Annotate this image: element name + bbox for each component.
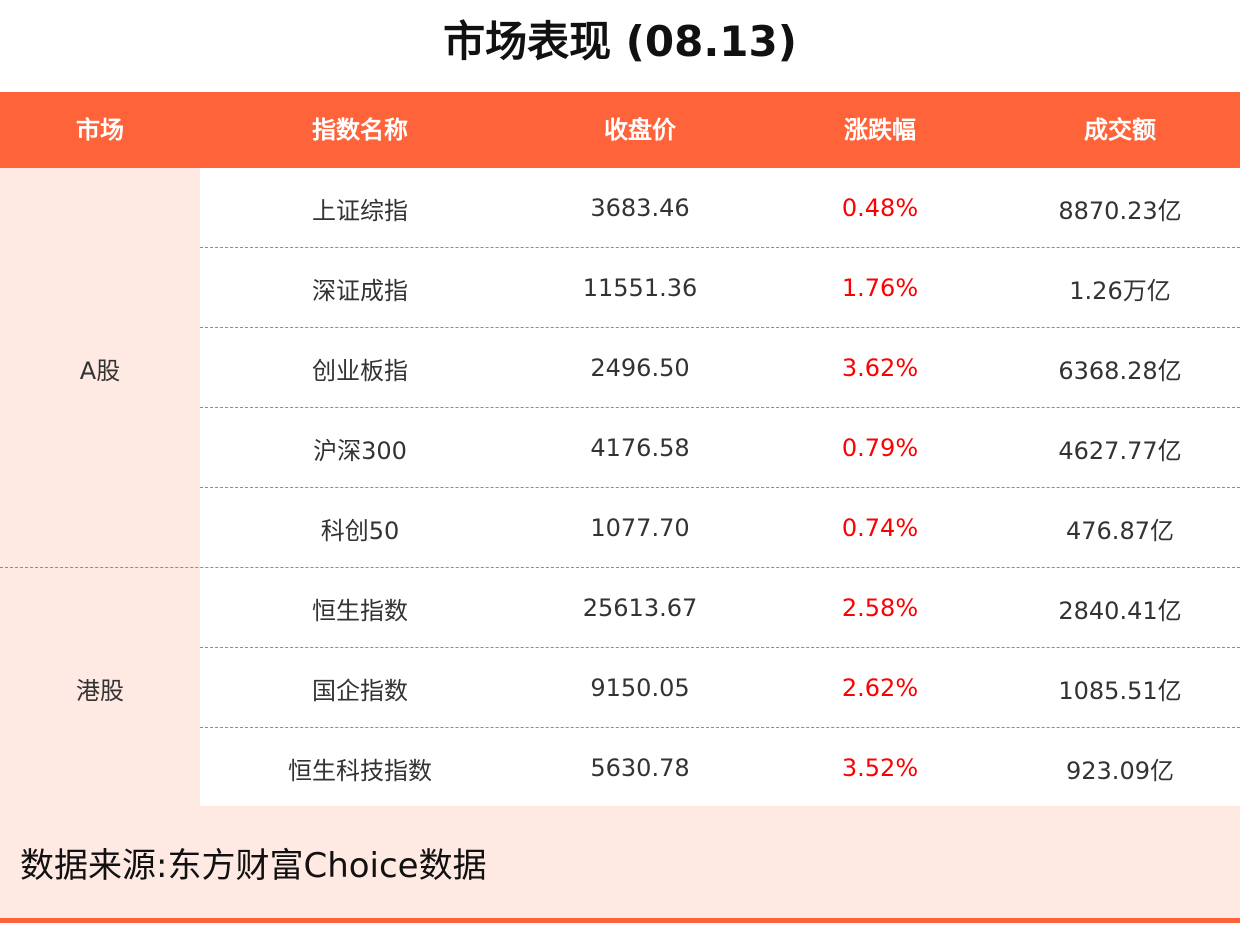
index-name: 国企指数	[312, 676, 408, 705]
volume: 476.87亿	[1066, 516, 1174, 545]
table-row: 国企指数 9150.05 2.62% 1085.51亿	[200, 648, 1240, 728]
volume: 8870.23亿	[1058, 196, 1182, 225]
row-divider	[200, 647, 1240, 648]
close-price: 2496.50	[590, 354, 690, 382]
change-pct: 1.76%	[841, 274, 919, 302]
table-row: 深证成指 11551.36 1.76% 1.26万亿	[200, 248, 1240, 328]
table-row: 恒生指数 25613.67 2.58% 2840.41亿	[200, 568, 1240, 648]
close-price: 25613.67	[582, 594, 698, 622]
market-cell: A股	[0, 168, 200, 568]
index-name: 深证成指	[312, 276, 408, 305]
close-price: 11551.36	[582, 274, 698, 302]
change-pct: 3.62%	[841, 354, 919, 382]
index-name: 恒生指数	[312, 596, 408, 625]
change-pct: 0.74%	[841, 514, 919, 542]
row-divider	[0, 567, 1240, 568]
index-name: 创业板指	[312, 356, 408, 385]
volume: 923.09亿	[1066, 756, 1174, 785]
close-price: 4176.58	[590, 434, 690, 462]
table-row: 科创50 1077.70 0.74% 476.87亿	[200, 488, 1240, 568]
close-price: 5630.78	[590, 754, 690, 782]
row-divider	[200, 727, 1240, 728]
row-divider	[200, 247, 1240, 248]
change-pct: 2.62%	[841, 674, 919, 702]
row-divider	[200, 327, 1240, 328]
index-name: 沪深300	[313, 436, 407, 465]
index-name: 上证综指	[312, 196, 408, 225]
index-name: 恒生科技指数	[288, 756, 432, 785]
row-divider	[200, 487, 1240, 488]
header-close: 收盘价	[604, 116, 676, 144]
header-volume: 成交额	[1084, 116, 1156, 144]
page-title: 市场表现 (08.13)	[443, 17, 797, 66]
bottom-bar	[0, 918, 1240, 923]
volume: 2840.41亿	[1058, 596, 1182, 625]
table-header: 市场 指数名称 收盘价 涨跌幅 成交额	[0, 92, 1240, 168]
data-source: 数据来源:东方财富Choice数据	[0, 806, 1240, 918]
change-pct: 2.58%	[841, 594, 919, 622]
table-row: 上证综指 3683.46 0.48% 8870.23亿	[200, 168, 1240, 248]
market-cell: 港股	[0, 568, 200, 808]
table-row: 恒生科技指数 5630.78 3.52% 923.09亿	[200, 728, 1240, 808]
header-index-name: 指数名称	[312, 116, 408, 144]
close-price: 9150.05	[590, 674, 690, 702]
header-market: 市场	[76, 116, 124, 144]
volume: 1085.51亿	[1058, 676, 1182, 705]
close-price: 1077.70	[590, 514, 690, 542]
change-pct: 3.52%	[841, 754, 919, 782]
change-pct: 0.79%	[841, 434, 919, 462]
volume: 1.26万亿	[1069, 276, 1171, 305]
volume: 4627.77亿	[1058, 436, 1182, 465]
row-divider	[200, 407, 1240, 408]
change-pct: 0.48%	[841, 194, 919, 222]
index-name: 科创50	[320, 516, 400, 545]
volume: 6368.28亿	[1058, 356, 1182, 385]
close-price: 3683.46	[590, 194, 690, 222]
table-row: 创业板指 2496.50 3.62% 6368.28亿	[200, 328, 1240, 408]
table-row: 沪深300 4176.58 0.79% 4627.77亿	[200, 408, 1240, 488]
header-change: 涨跌幅	[844, 116, 916, 144]
